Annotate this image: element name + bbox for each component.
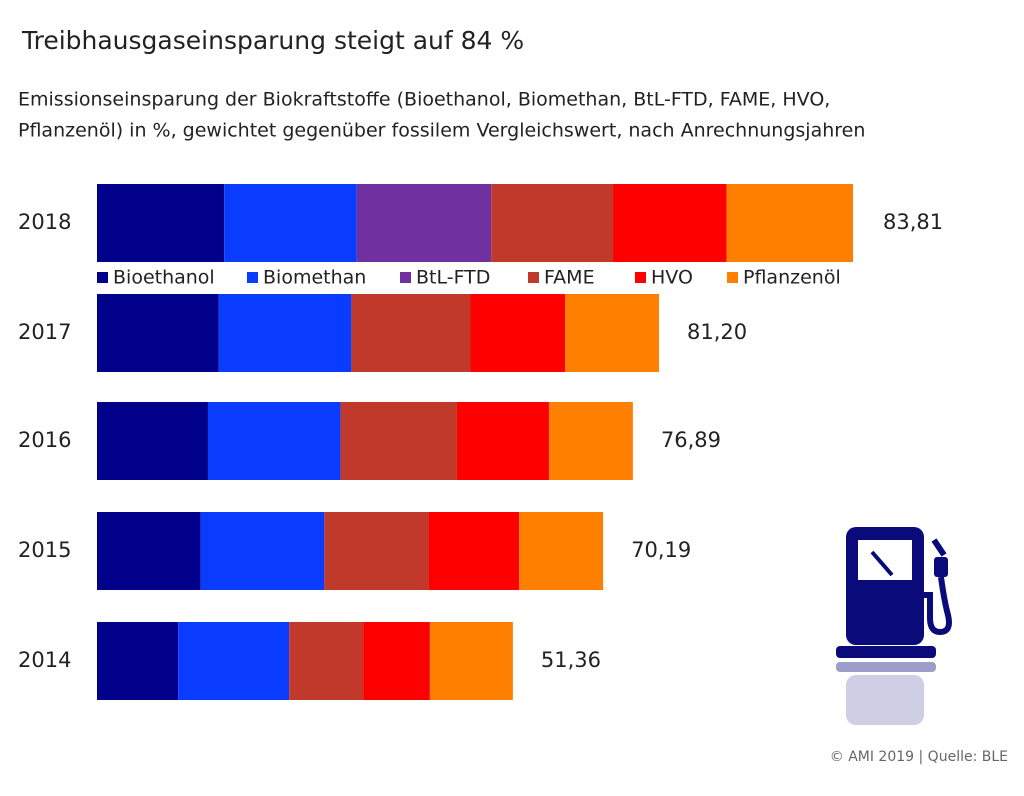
bar-segment <box>97 622 179 700</box>
total-label: 81,20 <box>687 320 747 344</box>
bar-segment <box>97 294 219 372</box>
bar-segment <box>97 402 208 480</box>
legend-label: BtL-FTD <box>416 267 490 289</box>
bar-segment <box>456 402 549 480</box>
legend-swatch <box>97 272 108 283</box>
subtitle: Pflanzenöl) in %, gewichtet gegenüber fo… <box>18 120 865 142</box>
fuel-pump-icon <box>836 527 952 725</box>
bar-segment <box>218 294 352 372</box>
y-tick-label: 2015 <box>18 538 71 562</box>
bar-segment <box>97 184 225 262</box>
bar-segment <box>428 512 520 590</box>
legend-swatch <box>528 272 539 283</box>
bar-segment <box>289 622 364 700</box>
bar-segment <box>613 184 727 262</box>
bar-segment <box>340 402 457 480</box>
legend-swatch <box>400 272 411 283</box>
bar-segment <box>726 184 853 262</box>
y-tick-label: 2016 <box>18 428 71 452</box>
legend-label: HVO <box>651 267 693 289</box>
total-label: 76,89 <box>661 428 721 452</box>
bar-segment <box>470 294 566 372</box>
bar-segment <box>224 184 357 262</box>
bar-segment <box>97 512 201 590</box>
bar-segment <box>351 294 471 372</box>
total-label: 51,36 <box>541 648 601 672</box>
bar-segment <box>178 622 290 700</box>
legend-swatch <box>247 272 258 283</box>
bar-segment <box>207 402 341 480</box>
bar-segment <box>548 402 633 480</box>
subtitle: Emissionseinsparung der Biokraftstoffe (… <box>18 89 830 111</box>
bar-segment <box>565 294 660 372</box>
y-tick-label: 2018 <box>18 210 71 234</box>
bar-segment <box>324 512 429 590</box>
bar-segment <box>519 512 604 590</box>
total-label: 70,19 <box>631 538 691 562</box>
legend-swatch <box>727 272 738 283</box>
legend-label: FAME <box>544 267 595 289</box>
y-tick-label: 2014 <box>18 648 71 672</box>
total-label: 83,81 <box>883 210 943 234</box>
chart-title: Treibhausgaseinsparung steigt auf 84 % <box>21 26 524 55</box>
source: © AMI 2019 | Quelle: BLE <box>830 749 1008 765</box>
legend-swatch <box>635 272 646 283</box>
bar-segment <box>363 622 430 700</box>
bar-segment <box>429 622 513 700</box>
y-tick-label: 2017 <box>18 320 71 344</box>
legend-label: Pflanzenöl <box>743 267 841 289</box>
bar-segment <box>356 184 492 262</box>
bar-segment <box>491 184 614 262</box>
legend-label: Biomethan <box>263 267 366 289</box>
legend-label: Bioethanol <box>113 267 215 289</box>
bar-segment <box>200 512 325 590</box>
